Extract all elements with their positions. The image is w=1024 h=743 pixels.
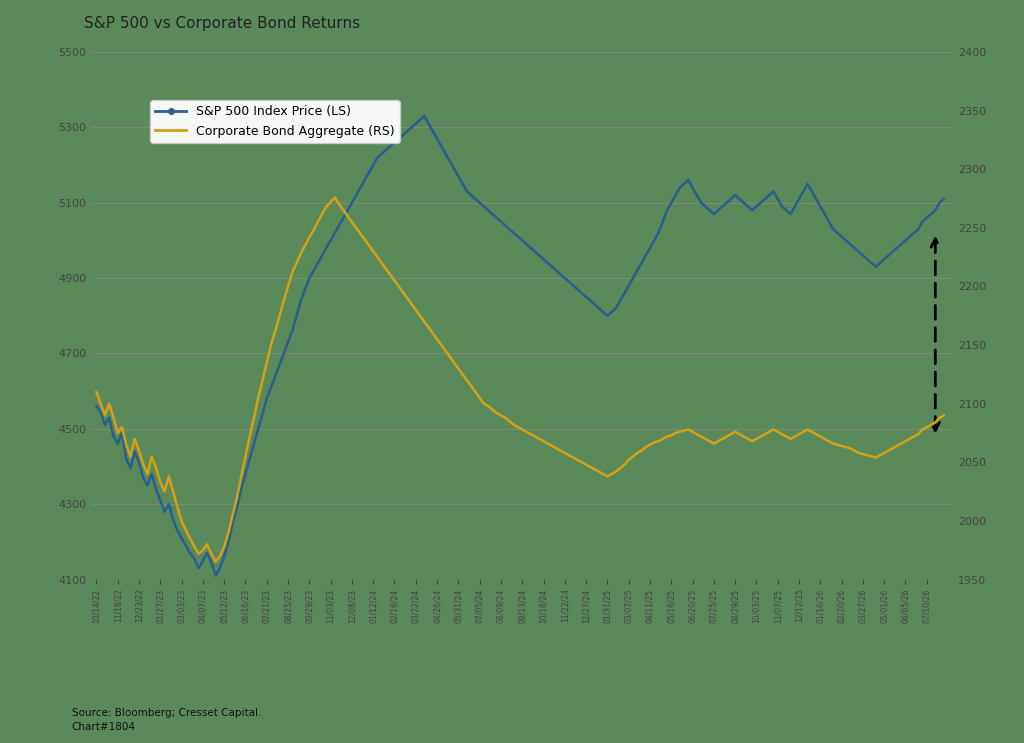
S&P 500 Index Price (LS) (90, 402, 102, 411)
Text: Source: Bloomberg; Cresset Capital.
Chart#1804: Source: Bloomberg; Cresset Capital. Char… (72, 708, 261, 732)
Corporate Bond Aggregate (RS) (90, 388, 102, 397)
S&P 500 Index Price (LS) (141, 481, 154, 490)
Corporate Bond Aggregate (RS) (873, 451, 886, 460)
Line: Corporate Bond Aggregate (RS): Corporate Bond Aggregate (RS) (96, 198, 944, 562)
Corporate Bond Aggregate (RS) (124, 452, 136, 461)
S&P 500 Index Price (LS) (873, 259, 886, 267)
Corporate Bond Aggregate (RS) (938, 411, 950, 420)
S&P 500 Index Price (LS) (210, 571, 222, 580)
Corporate Bond Aggregate (RS) (210, 557, 222, 566)
S&P 500 Index Price (LS) (903, 232, 915, 241)
Corporate Bond Aggregate (RS) (321, 202, 333, 211)
Text: S&P 500 vs Corporate Bond Returns: S&P 500 vs Corporate Bond Returns (84, 16, 359, 31)
S&P 500 Index Price (LS) (938, 195, 950, 204)
Legend: S&P 500 Index Price (LS), Corporate Bond Aggregate (RS): S&P 500 Index Price (LS), Corporate Bond… (151, 100, 400, 143)
S&P 500 Index Price (LS) (124, 464, 136, 473)
S&P 500 Index Price (LS) (321, 244, 333, 253)
Corporate Bond Aggregate (RS) (141, 470, 154, 478)
S&P 500 Index Price (LS) (418, 111, 430, 120)
Corporate Bond Aggregate (RS) (329, 193, 341, 202)
S&P 500 Index Price (LS) (252, 424, 264, 433)
Corporate Bond Aggregate (RS) (252, 393, 264, 402)
Line: S&P 500 Index Price (LS): S&P 500 Index Price (LS) (96, 116, 944, 576)
Corporate Bond Aggregate (RS) (903, 435, 915, 444)
